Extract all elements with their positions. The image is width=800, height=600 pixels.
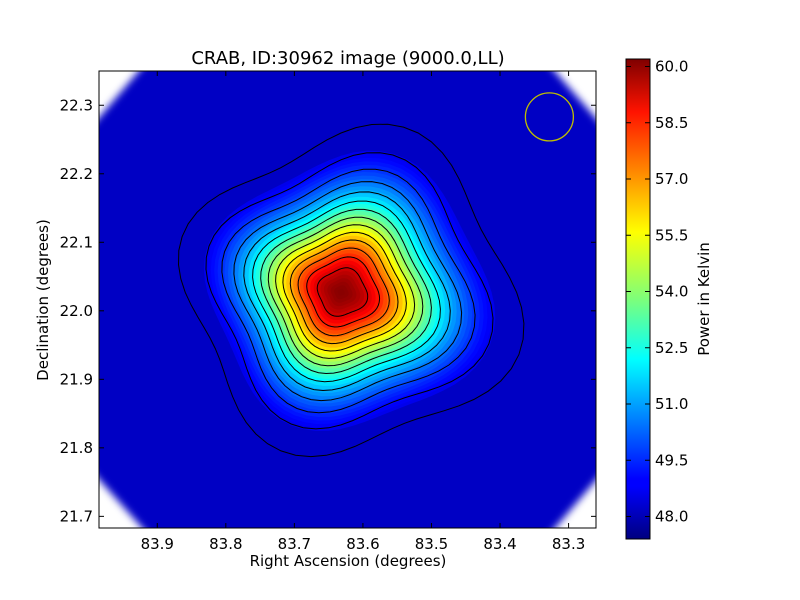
x-tick-label: 83.3: [552, 535, 585, 553]
y-axis-ticks: 21.7 21.8 21.9 22.0 22.1 22.2 22.3: [60, 96, 596, 525]
blank-corner-top-left: [99, 71, 139, 118]
x-axis-label: Right Ascension (degrees): [250, 552, 447, 570]
y-tick-label: 22.1: [60, 233, 93, 251]
contour-line: [267, 216, 424, 367]
contour-line: [306, 256, 381, 328]
contour-line: [243, 191, 451, 392]
blank-corner-bottom-left: [99, 479, 143, 528]
colorbar-tick-label: 51.0: [655, 395, 688, 413]
colorbar-tick-label: 58.5: [655, 114, 688, 132]
colorbar: [625, 58, 651, 540]
axes-frame: [98, 70, 597, 529]
y-tick-label: 21.9: [60, 370, 93, 388]
y-tick-label: 21.7: [60, 507, 93, 525]
blank-corner-bottom-right: [555, 480, 596, 528]
contour-line: [316, 267, 369, 317]
colorbar-tick-label: 57.0: [655, 170, 688, 188]
x-tick-label: 83.5: [415, 535, 448, 553]
contour-line: [260, 208, 432, 375]
heat-level: [337, 288, 345, 296]
contour-line: [205, 152, 494, 430]
colorbar-label: Power in Kelvin: [695, 242, 713, 356]
x-tick-label: 83.9: [141, 535, 174, 553]
contour-line: [233, 181, 463, 402]
colorbar-tick-label: 54.0: [655, 283, 688, 301]
colorbar-tick-label: 60.0: [655, 58, 688, 76]
beam-circle: [524, 92, 575, 142]
contour-line: [177, 123, 525, 458]
colorbar-tick-label: 52.5: [655, 339, 688, 357]
y-tick-label: 21.8: [60, 439, 93, 457]
colorbar-tick-label: 55.5: [655, 226, 688, 244]
y-tick-label: 22.2: [60, 165, 93, 183]
heatmap-blanked-corners: [99, 71, 596, 528]
chart-title: CRAB, ID:30962 image (9000.0,LL): [191, 48, 504, 69]
contour-line: [282, 231, 407, 352]
y-tick-label: 22.0: [60, 302, 93, 320]
contour-line: [252, 200, 441, 383]
x-axis-ticks: 83.9 83.8 83.7 83.6 83.5 83.4 83.3: [141, 71, 585, 553]
blank-corner-top-right: [554, 71, 596, 119]
x-tick-label: 83.4: [483, 535, 516, 553]
x-tick-label: 83.6: [346, 535, 379, 553]
contour-line: [275, 224, 416, 359]
y-tick-label: 22.3: [60, 96, 93, 114]
contour-line: [297, 247, 390, 337]
colorbar-ticks: 48.0 49.5 51.0 52.5 54.0 55.5 57.0 58.5 60.0: [626, 58, 688, 526]
contour-line: [289, 239, 399, 345]
colorbar-tick-label: 49.5: [655, 451, 688, 469]
contour-lines: [177, 123, 525, 458]
plot-area: [99, 71, 596, 528]
x-tick-label: 83.8: [209, 535, 242, 553]
x-tick-label: 83.7: [278, 535, 311, 553]
y-axis-label: Declination (degrees): [34, 219, 52, 381]
colorbar-tick-label: 48.0: [655, 508, 688, 526]
contour-line: [221, 168, 476, 414]
